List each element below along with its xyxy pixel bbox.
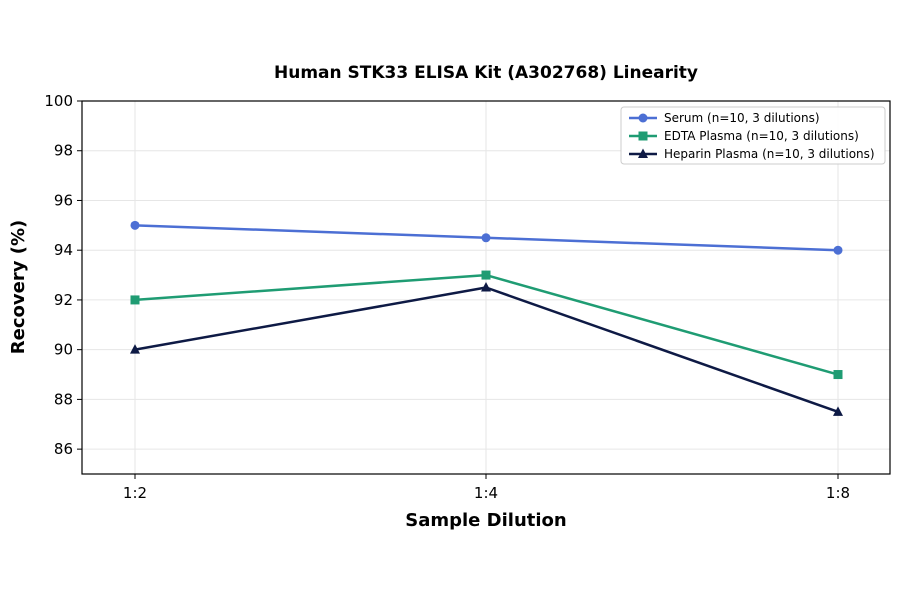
series-layer bbox=[130, 220, 843, 416]
data-point bbox=[833, 406, 843, 416]
y-tick-label: 90 bbox=[54, 341, 73, 359]
data-point bbox=[481, 282, 491, 292]
legend-label: Serum (n=10, 3 dilutions) bbox=[664, 111, 820, 125]
data-point bbox=[833, 370, 843, 380]
legend-label: Heparin Plasma (n=10, 3 dilutions) bbox=[664, 147, 875, 161]
data-point bbox=[833, 245, 843, 255]
y-tick-label: 98 bbox=[54, 142, 73, 160]
series-2 bbox=[130, 270, 843, 380]
data-point bbox=[130, 295, 140, 305]
legend: Serum (n=10, 3 dilutions) EDTA Plasma (n=… bbox=[620, 106, 886, 165]
series-1 bbox=[130, 220, 843, 255]
data-point bbox=[481, 233, 491, 243]
data-point bbox=[130, 344, 140, 354]
legend-swatch-marker bbox=[638, 148, 648, 158]
y-tick-label: 100 bbox=[44, 92, 73, 110]
legend-box bbox=[620, 106, 886, 165]
legend-item: EDTA Plasma (n=10, 3 dilutions) bbox=[629, 129, 859, 143]
x-tick-label: 1:8 bbox=[826, 484, 850, 502]
chart-title: Human STK33 ELISA Kit (A302768) Linearit… bbox=[274, 63, 698, 83]
legend-item: Heparin Plasma (n=10, 3 dilutions) bbox=[629, 147, 875, 161]
data-point bbox=[481, 270, 491, 280]
y-tick-label: 88 bbox=[54, 390, 73, 408]
legend-item: Serum (n=10, 3 dilutions) bbox=[629, 111, 820, 125]
x-tick-label: 1:2 bbox=[123, 484, 147, 502]
y-tick-label: 92 bbox=[54, 291, 73, 309]
legend-swatch-marker bbox=[638, 131, 648, 141]
y-tick-label: 94 bbox=[54, 241, 73, 259]
x-axis-label: Sample Dilution bbox=[405, 510, 566, 531]
series-3 bbox=[130, 282, 843, 416]
x-axis: 1:2 1:4 1:8 bbox=[123, 474, 850, 502]
legend-label: EDTA Plasma (n=10, 3 dilutions) bbox=[664, 129, 859, 143]
y-axis-label: Recovery (%) bbox=[8, 220, 29, 354]
legend-swatch-marker bbox=[638, 113, 648, 123]
x-tick-label: 1:4 bbox=[474, 484, 498, 502]
y-tick-label: 96 bbox=[54, 191, 73, 209]
y-tick-label: 86 bbox=[54, 440, 73, 458]
data-point bbox=[130, 220, 140, 230]
y-axis: 86 88 90 92 94 96 98 100 bbox=[44, 92, 82, 458]
